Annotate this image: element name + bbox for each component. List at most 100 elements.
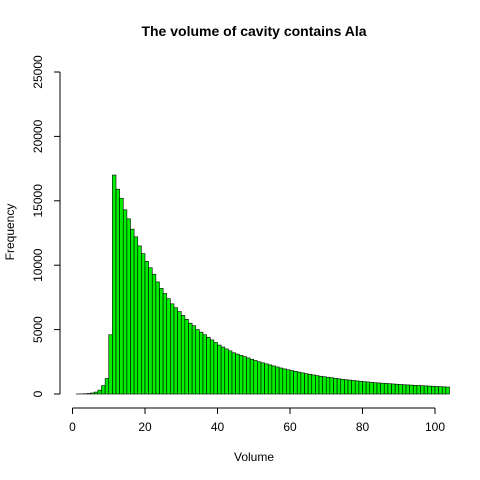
histogram-bar <box>271 365 276 395</box>
histogram-bar <box>148 267 153 395</box>
histogram-bar <box>191 325 197 395</box>
histogram-bar <box>333 377 338 395</box>
x-tick-label: 80 <box>356 420 370 434</box>
histogram-bar <box>228 350 233 395</box>
histogram-bar <box>325 376 331 395</box>
histogram-bar <box>398 384 403 395</box>
histogram-bar <box>286 369 291 395</box>
histogram-bar <box>144 261 149 395</box>
histogram-bar <box>155 281 160 395</box>
histogram-bar <box>246 357 251 395</box>
histogram-bar <box>188 322 193 395</box>
histogram-bar <box>217 344 222 395</box>
histogram-bar <box>362 381 367 395</box>
histogram-bar <box>376 382 381 395</box>
histogram-bar <box>322 376 327 395</box>
chart-title: The volume of cavity contains Ala <box>141 23 366 39</box>
histogram-bar <box>347 379 352 395</box>
histogram-bar <box>434 386 439 395</box>
histogram-bar <box>93 391 99 395</box>
histogram-bar <box>427 385 432 395</box>
histogram-bar <box>209 339 215 395</box>
histogram-bar <box>380 382 385 395</box>
histogram-bar <box>282 368 287 395</box>
histogram-bar <box>224 348 229 395</box>
histogram-bar <box>351 380 356 395</box>
histogram-bar <box>199 331 204 395</box>
y-tick-label: 25000 <box>31 55 45 89</box>
histogram-bar <box>358 380 363 395</box>
histogram-bar <box>119 197 124 395</box>
histogram-bar <box>133 236 139 395</box>
y-axis-title: Frequency <box>3 204 17 261</box>
histogram-bar <box>391 383 396 395</box>
histogram-bar <box>231 352 236 395</box>
histogram-bar <box>173 307 178 395</box>
histogram-bar <box>383 383 389 395</box>
bars-group <box>75 174 450 395</box>
histogram-bar <box>329 377 334 395</box>
histogram-bar <box>373 382 378 395</box>
histogram-bar <box>275 366 280 395</box>
histogram-bar <box>238 355 244 395</box>
x-tick-label: 100 <box>425 420 445 434</box>
histogram-bar <box>126 218 131 395</box>
x-axis-title: Volume <box>234 450 274 464</box>
histogram-bar <box>311 374 316 395</box>
y-axis: 0 5000 10000 15000 20000 25000 <box>31 55 61 397</box>
histogram-bar <box>307 373 313 395</box>
histogram-bar <box>177 311 182 395</box>
histogram-bar <box>101 385 106 395</box>
histogram-bar <box>365 381 371 395</box>
histogram-bar <box>220 346 226 395</box>
histogram-bar <box>137 245 142 395</box>
histogram-bar <box>235 353 240 395</box>
histogram-bar <box>112 174 117 395</box>
histogram-bar <box>90 392 95 395</box>
histogram-bar <box>206 337 211 395</box>
histogram-bar <box>420 385 425 395</box>
histogram-bar <box>278 367 284 395</box>
histogram-bar <box>249 358 255 395</box>
histogram-bar <box>242 356 247 395</box>
y-tick-label: 0 <box>31 390 45 397</box>
x-tick-label: 0 <box>69 420 76 434</box>
x-tick-label: 60 <box>283 420 297 434</box>
histogram-bar <box>122 209 128 395</box>
y-tick-label: 20000 <box>31 119 45 153</box>
histogram-bar <box>260 362 265 395</box>
histogram-bar <box>104 378 110 395</box>
histogram-bar <box>441 386 447 395</box>
x-tick-label: 40 <box>211 420 225 434</box>
histogram-bar <box>318 375 323 395</box>
histogram-bar <box>289 370 294 395</box>
y-tick-label: 15000 <box>31 184 45 218</box>
histogram-bar <box>97 389 102 395</box>
histogram-bar <box>412 385 418 395</box>
histogram-bar <box>180 315 186 395</box>
histogram-bar <box>159 288 164 395</box>
x-tick-label: 20 <box>138 420 152 434</box>
histogram-bar <box>394 383 400 395</box>
histogram-bar <box>354 380 360 395</box>
histogram-bar <box>340 379 345 395</box>
histogram-bar <box>300 372 305 395</box>
histogram-bar <box>416 385 421 395</box>
x-axis: 0 20 40 60 80 100 <box>69 407 445 434</box>
histogram-bar <box>402 384 407 395</box>
histogram-bar <box>86 393 91 395</box>
histogram-bar <box>264 363 269 395</box>
histogram-bar <box>195 329 200 395</box>
histogram-bar <box>267 364 273 395</box>
histogram-bar <box>141 253 146 395</box>
histogram-bar <box>438 386 443 395</box>
histogram-bar <box>336 378 342 395</box>
y-tick-label: 10000 <box>31 248 45 282</box>
histogram-bar <box>296 371 302 395</box>
histogram-bar <box>344 379 349 395</box>
histogram-bar <box>431 385 436 395</box>
histogram-bar <box>170 303 175 395</box>
y-tick-label: 5000 <box>31 316 45 343</box>
histogram-bar <box>405 384 410 395</box>
histogram-bar <box>315 375 320 395</box>
